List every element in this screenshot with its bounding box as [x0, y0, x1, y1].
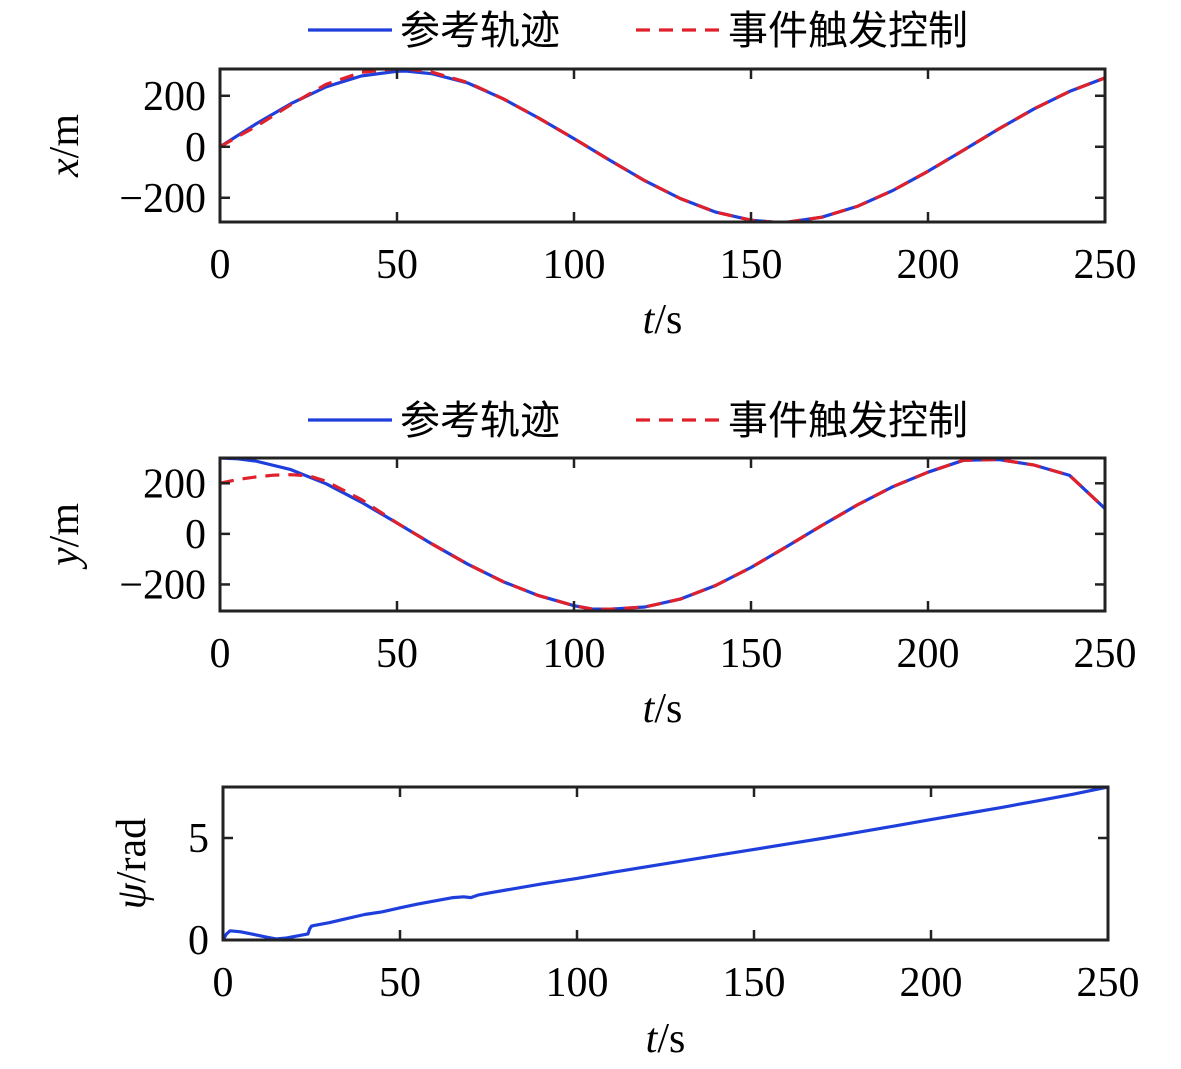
y-tick-label: 0: [185, 125, 206, 171]
x-tick-label: 50: [379, 960, 421, 1006]
x-tick-label: 200: [900, 960, 963, 1006]
x-axis-label: t/s: [643, 297, 683, 343]
series-line-2: [220, 69, 1105, 222]
x-tick-label: 150: [720, 631, 783, 677]
plot-area: [220, 69, 1105, 222]
x-tick-label: 150: [720, 242, 783, 288]
y-tick-label: 5: [188, 816, 209, 862]
x-tick-label: 0: [210, 631, 231, 677]
axes-frame: [221, 785, 1110, 942]
series-line-1: [220, 458, 1105, 611]
x-axis-label: t/s: [643, 686, 683, 732]
y-axis-label: x/m: [42, 114, 88, 178]
axes-frame: [218, 67, 1107, 224]
y-tick-label: −200: [119, 176, 206, 222]
y-axis-label: ψ/rad: [109, 818, 155, 909]
series-line-1: [220, 69, 1105, 222]
x-tick-label: 50: [376, 631, 418, 677]
y-tick-label: 200: [143, 74, 206, 120]
axes-frame: [218, 456, 1107, 613]
y-tick-label: 0: [185, 512, 206, 558]
legend: 参考轨迹 事件触发控制: [308, 8, 968, 54]
y-tick-label: −200: [119, 562, 206, 608]
x-tick-label: 200: [897, 631, 960, 677]
x-tick-label: 250: [1074, 242, 1137, 288]
y-tick-label: 0: [188, 918, 209, 964]
subplot-3: 0 50 100 150 200 250 0 5 t/s ψ/rad: [109, 785, 1140, 1062]
y-tick-label: 200: [143, 461, 206, 507]
legend: 参考轨迹 事件触发控制: [308, 398, 968, 444]
x-tick-label: 50: [376, 242, 418, 288]
plot-area: [223, 787, 1108, 940]
x-tick-label: 250: [1074, 631, 1137, 677]
x-tick-label: 150: [723, 960, 786, 1006]
x-tick-label: 0: [210, 242, 231, 288]
legend-label: 事件触发控制: [728, 398, 968, 444]
legend-label: 参考轨迹: [400, 398, 560, 444]
x-axis-label: t/s: [646, 1016, 686, 1062]
plot-area: [220, 458, 1105, 611]
x-tick-label: 0: [213, 960, 234, 1006]
series-line-2: [220, 458, 1105, 611]
series-line-1: [223, 787, 1108, 940]
legend-label: 事件触发控制: [728, 8, 968, 54]
x-tick-label: 100: [543, 242, 606, 288]
y-axis-label: y/m: [42, 503, 88, 570]
x-tick-label: 250: [1077, 960, 1140, 1006]
x-tick-label: 100: [546, 960, 609, 1006]
legend-label: 参考轨迹: [400, 8, 560, 54]
x-tick-label: 100: [543, 631, 606, 677]
x-tick-label: 200: [897, 242, 960, 288]
